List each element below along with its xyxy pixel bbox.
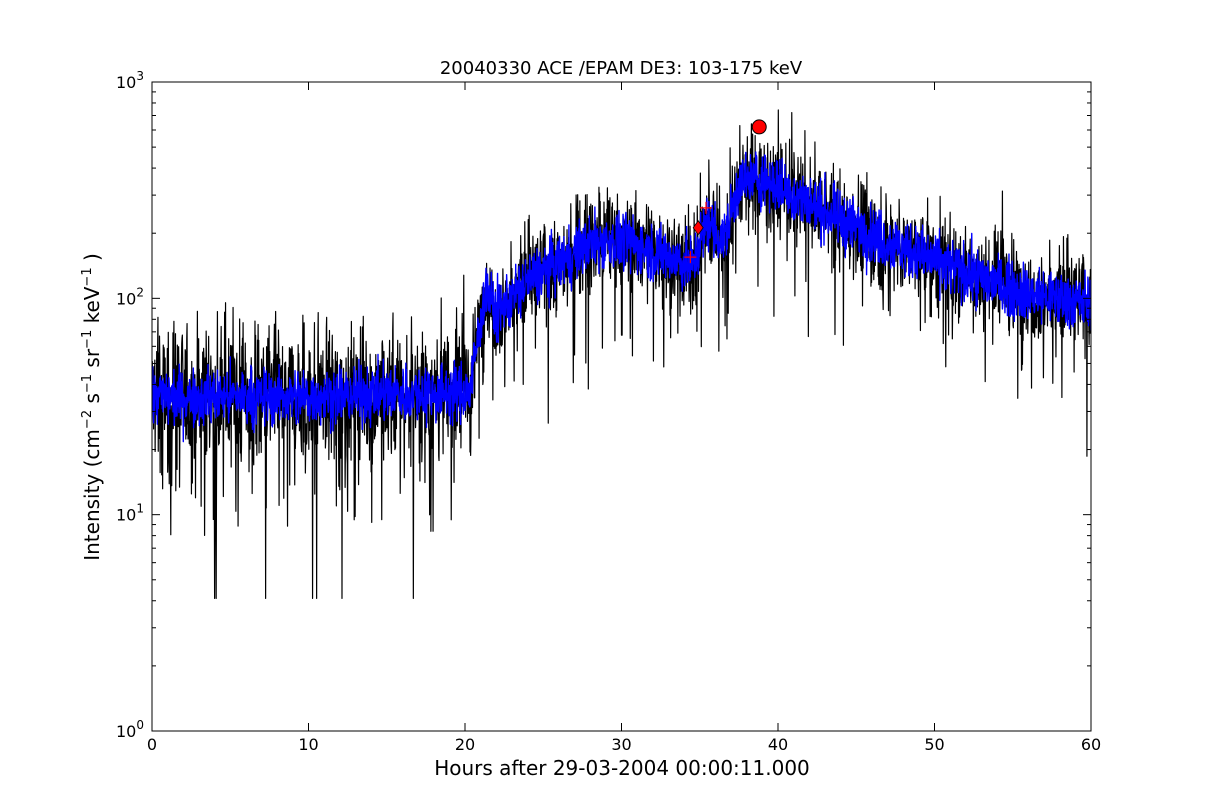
x-tick-label: 30	[611, 735, 631, 754]
y-tick-label: 103	[116, 69, 144, 92]
peak-circle-marker	[751, 119, 767, 135]
x-tick-label: 10	[298, 735, 318, 754]
plus-marker	[700, 201, 713, 214]
y-tick-label: 102	[116, 285, 144, 308]
x-tick-label: 0	[147, 735, 157, 754]
x-tick-label: 50	[924, 735, 944, 754]
raw-intensity-series	[152, 109, 1091, 600]
x-tick-label: 40	[768, 735, 788, 754]
x-axis-title: Hours after 29-03-2004 00:00:11.000	[434, 756, 810, 780]
onset-diamond-marker	[692, 220, 704, 236]
plus-marker	[684, 251, 697, 264]
y-tick-label: 100	[116, 718, 144, 741]
y-tick-label: 101	[116, 502, 144, 525]
smoothed-intensity-series	[152, 151, 1091, 443]
x-tick-label: 60	[1081, 735, 1101, 754]
chart-title: 20040330 ACE /EPAM DE3: 103-175 keV	[440, 58, 803, 79]
x-tick-label: 20	[455, 735, 475, 754]
y-axis-title: Intensity (cm−2 s−1 sr−1 keV−1 )	[80, 253, 104, 561]
